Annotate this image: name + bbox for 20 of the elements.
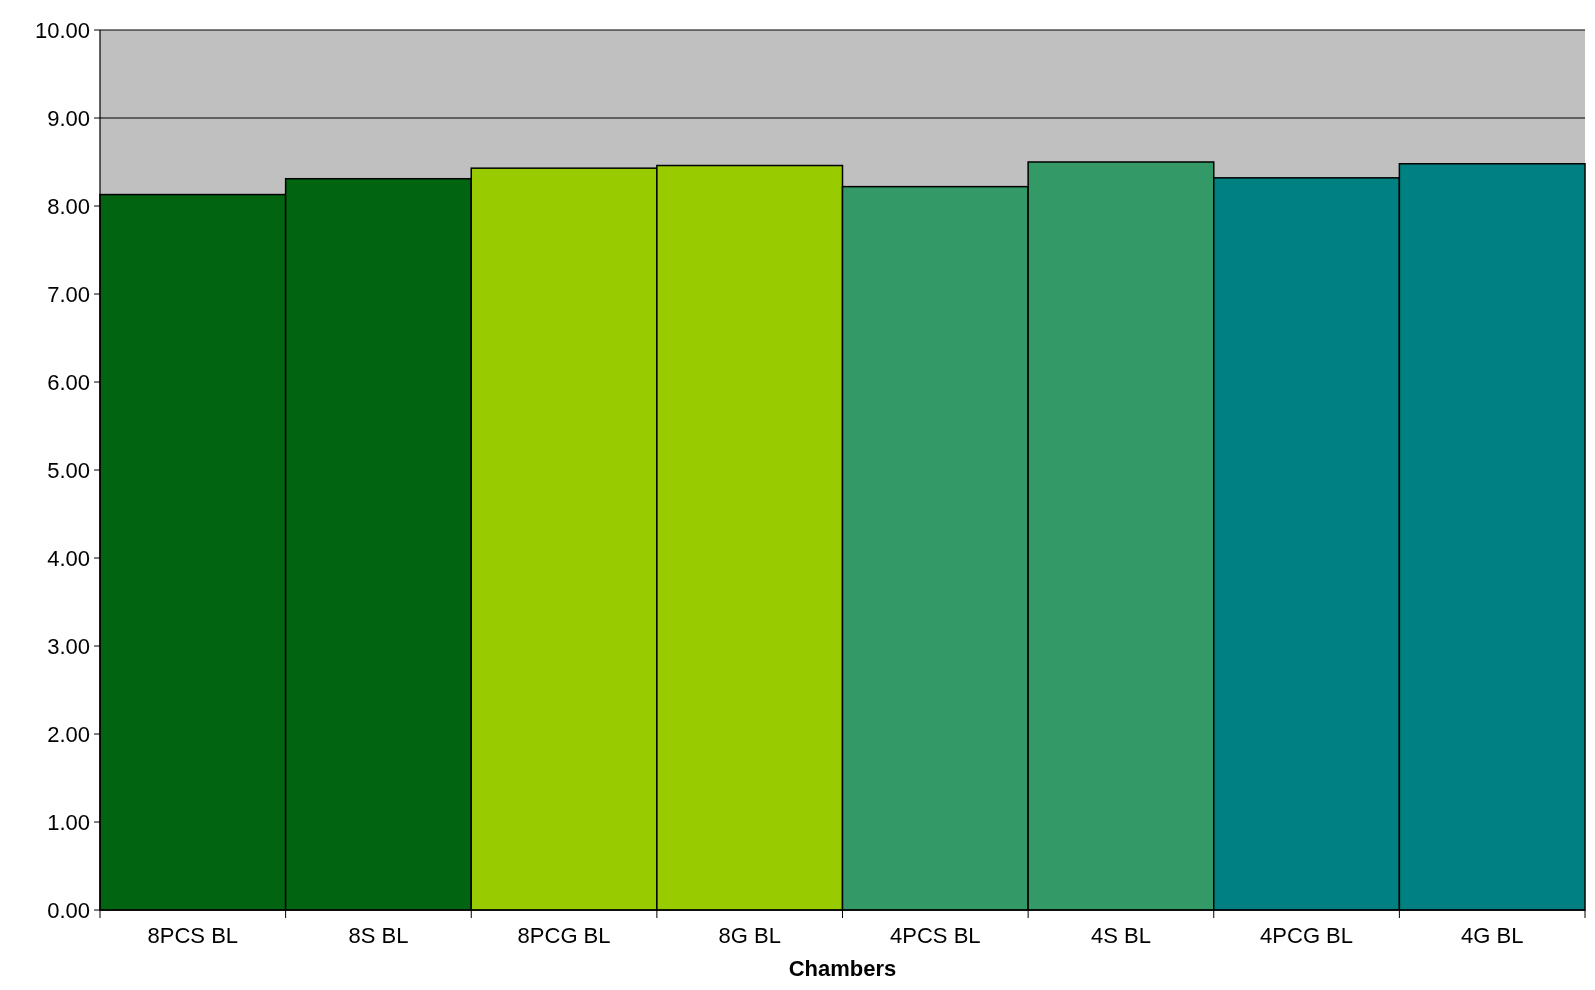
x-tick-label: 8PCS BL — [147, 923, 239, 948]
y-tick-label: 4.00 — [47, 545, 90, 571]
x-axis-title: Chambers — [788, 956, 897, 981]
y-tick-label: 9.00 — [47, 105, 90, 131]
x-tick-label: 8PCG BL — [517, 923, 611, 948]
x-tick-label: 8G BL — [718, 923, 781, 948]
y-tick-label: 0.00 — [47, 897, 90, 923]
y-tick-label: 1.00 — [47, 809, 90, 835]
y-tick-label: 2.00 — [47, 721, 90, 747]
y-tick-label: 5.00 — [47, 457, 90, 483]
x-tick-label: 4PCS BL — [890, 923, 981, 948]
y-tick-label: 7.00 — [47, 281, 90, 307]
y-tick-label: 6.00 — [47, 369, 90, 395]
x-tick-label: 4PCG BL — [1260, 923, 1354, 948]
y-tick-label: 8.00 — [47, 193, 90, 219]
y-tick-label: 10.00 — [34, 17, 90, 43]
y-tick-label: 3.00 — [47, 633, 90, 659]
x-tick-label: 4S BL — [1090, 923, 1151, 948]
x-tick-label: 8S BL — [348, 923, 409, 948]
x-tick-label: 4G BL — [1461, 923, 1524, 948]
